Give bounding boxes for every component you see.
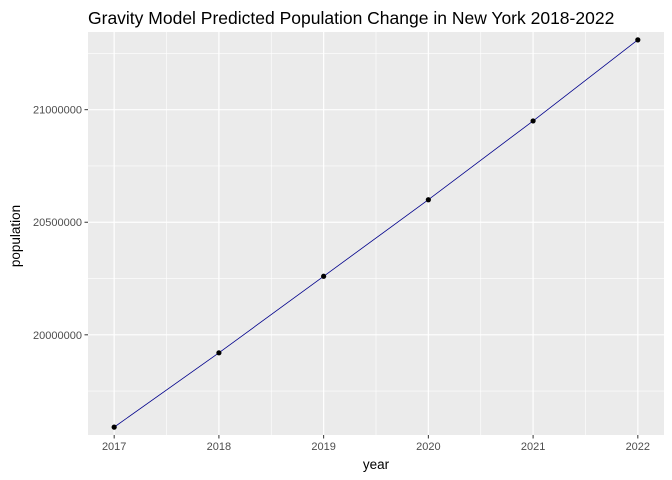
- y-tick-label: 20000000: [33, 330, 82, 342]
- major-gridlines: [88, 32, 664, 435]
- x-tick-label: 2019: [311, 441, 335, 453]
- x-axis: 2017 2018 2019 2020 2021 2022: [102, 435, 650, 453]
- minor-gridlines: [88, 32, 664, 435]
- x-tick-label: 2018: [207, 441, 231, 453]
- y-tick-label: 20500000: [33, 217, 82, 229]
- chart-title: Gravity Model Predicted Population Chang…: [88, 8, 614, 28]
- y-axis-title: population: [8, 205, 23, 267]
- data-point: [321, 273, 327, 279]
- series-layer: [111, 37, 641, 430]
- y-tick-label: 21000000: [33, 105, 82, 117]
- data-point: [530, 118, 536, 124]
- data-point: [635, 37, 641, 43]
- x-axis-title: year: [363, 457, 390, 472]
- x-tick-label: 2022: [626, 441, 650, 453]
- x-tick-label: 2017: [102, 441, 126, 453]
- data-point: [425, 197, 431, 203]
- x-tick-label: 2021: [521, 441, 545, 453]
- data-point: [216, 350, 222, 356]
- data-point: [111, 424, 117, 430]
- x-tick-label: 2020: [416, 441, 440, 453]
- series-line: [113, 39, 639, 428]
- y-axis: 20000000 20500000 21000000: [33, 105, 88, 342]
